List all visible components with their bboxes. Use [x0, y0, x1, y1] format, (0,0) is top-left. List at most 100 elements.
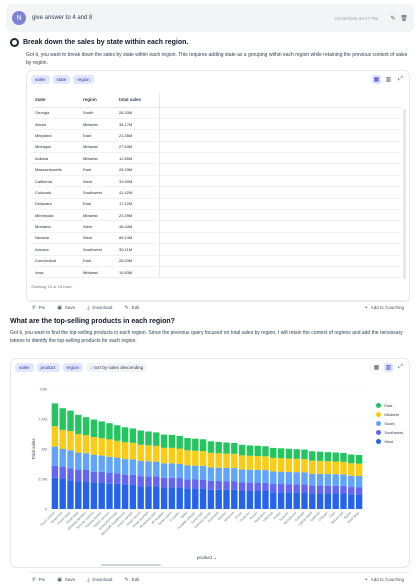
- bar-segment: [270, 457, 277, 472]
- add-to-coaching-button[interactable]: + Add to Coaching: [364, 576, 404, 583]
- bar-segment: [160, 434, 168, 448]
- chart-view-icon[interactable]: ▥: [385, 77, 392, 83]
- token-chip[interactable]: product: [36, 363, 60, 372]
- bar-segment: [90, 455, 98, 472]
- bar-segment: [137, 461, 144, 477]
- plus-icon: +: [364, 304, 368, 311]
- chart-view-icon[interactable]: ▥: [384, 363, 393, 372]
- bar-segment: [231, 453, 238, 469]
- bar-segment: [160, 487, 168, 509]
- save-button[interactable]: ▣ Save: [57, 304, 76, 311]
- table-view-icon[interactable]: ▦: [372, 75, 381, 84]
- bar-segment: [223, 467, 230, 482]
- bar-segment: [270, 484, 277, 493]
- bar-segment: [348, 475, 355, 488]
- table-cell: Colorado: [31, 186, 79, 199]
- legend-item[interactable]: East: [376, 403, 403, 408]
- pin-icon: ⚲: [32, 304, 36, 311]
- bar-segment: [293, 472, 300, 485]
- legend-item[interactable]: West: [376, 439, 403, 444]
- bar-segment: [215, 441, 222, 454]
- bar-segment: [254, 491, 261, 509]
- bar-segment: [75, 481, 82, 509]
- token-chip[interactable]: sales: [15, 363, 34, 372]
- expand-icon[interactable]: ⤢: [398, 76, 403, 82]
- bar-segment: [184, 488, 191, 509]
- x-tick-label: Webcam: [223, 511, 235, 523]
- answer-section-2: What are the top-selling products in eac…: [10, 318, 410, 345]
- table-cell: West: [79, 232, 115, 245]
- edit-icon: ✎: [124, 304, 129, 311]
- bar-segment: [340, 452, 347, 462]
- table-view-icon[interactable]: ▦: [373, 365, 380, 371]
- bar-segment: [114, 473, 121, 484]
- action-bar-2: ⚲ Pin ▣ Save ⤓ Download ✎ Edit + Add to Coach…: [26, 572, 410, 586]
- bar-segment: [82, 481, 90, 509]
- bar-segment: [277, 458, 285, 472]
- x-tick-label: Stylus: [343, 511, 352, 520]
- token-chip[interactable]: ↓ sort by sales descending: [86, 363, 148, 372]
- table-cell: Maryland: [31, 129, 79, 142]
- token-chip[interactable]: region: [62, 363, 84, 372]
- legend-item[interactable]: Midwest: [376, 412, 403, 417]
- column-header[interactable]: region: [79, 93, 115, 108]
- bar-segment: [199, 465, 207, 480]
- table-cell: Southwest: [79, 243, 115, 256]
- table-cell: South: [79, 107, 115, 119]
- table-cell: Montana: [31, 220, 79, 233]
- token-chip[interactable]: state: [52, 75, 71, 84]
- expand-icon[interactable]: ⤢: [398, 364, 403, 370]
- save-button[interactable]: ▣ Save: [57, 576, 76, 583]
- add-to-coaching-button[interactable]: + Add to Coaching: [364, 304, 404, 311]
- bar-segment: [106, 456, 113, 473]
- bar-segment: [332, 452, 339, 462]
- bar-segment: [340, 485, 347, 494]
- bar-segment: [199, 451, 207, 466]
- bar-segment: [324, 493, 332, 509]
- x-tick-label: Drone: [234, 511, 243, 520]
- pin-button[interactable]: ⚲ Pin: [32, 576, 46, 583]
- bar-segment: [145, 445, 152, 462]
- bar-segment: [137, 430, 144, 445]
- delete-icon[interactable]: 🗑: [400, 15, 408, 22]
- table-scrollbar[interactable]: [403, 109, 406, 279]
- bar-segment: [192, 438, 199, 451]
- bar-segment: [207, 441, 215, 453]
- table-cell: [159, 129, 401, 142]
- bar-segment: [153, 476, 160, 487]
- table-cell: 19.83M: [115, 266, 160, 279]
- bar-segment: [184, 450, 191, 466]
- table-cell: [159, 152, 401, 165]
- table-cell: Nevada: [31, 232, 79, 245]
- bar-segment: [246, 469, 254, 483]
- bar-segment: [348, 487, 355, 495]
- download-button[interactable]: ⤓ Download: [87, 304, 113, 311]
- bar-segment: [129, 459, 137, 475]
- bar-segment: [129, 442, 137, 460]
- legend-item[interactable]: South: [376, 421, 403, 426]
- edit-icon[interactable]: ✎: [390, 15, 396, 22]
- table-cell: Midwest: [79, 152, 115, 165]
- edit-button[interactable]: ✎ Edit: [124, 576, 140, 583]
- chart-card: sales product region ↓ sort by sales des…: [10, 358, 410, 568]
- token-chip[interactable]: region: [73, 75, 94, 84]
- download-button[interactable]: ⤓ Download: [87, 576, 113, 583]
- pin-button[interactable]: ⚲ Pin: [32, 304, 46, 311]
- legend-item[interactable]: Southwest: [376, 430, 403, 435]
- column-header[interactable]: total sales: [115, 93, 160, 108]
- bar-segment: [223, 442, 230, 454]
- table-cell: Midwest: [79, 141, 115, 154]
- table-cell: Midwest: [79, 266, 115, 279]
- bar-segment: [238, 455, 246, 470]
- token-chip[interactable]: sales: [31, 75, 50, 84]
- legend-swatch: [376, 430, 382, 435]
- bar-segment: [285, 492, 293, 509]
- bar-segment: [106, 473, 113, 484]
- table-cell: Indiana: [31, 152, 79, 165]
- table-row: Iowa Midwest 19.83M: [31, 266, 401, 279]
- table-row: Delaware East 17.12M: [31, 198, 401, 211]
- column-header[interactable]: state: [31, 93, 79, 108]
- bar-segment: [90, 471, 98, 483]
- table-cell: 48.44M: [115, 220, 160, 233]
- edit-button[interactable]: ✎ Edit: [124, 304, 140, 311]
